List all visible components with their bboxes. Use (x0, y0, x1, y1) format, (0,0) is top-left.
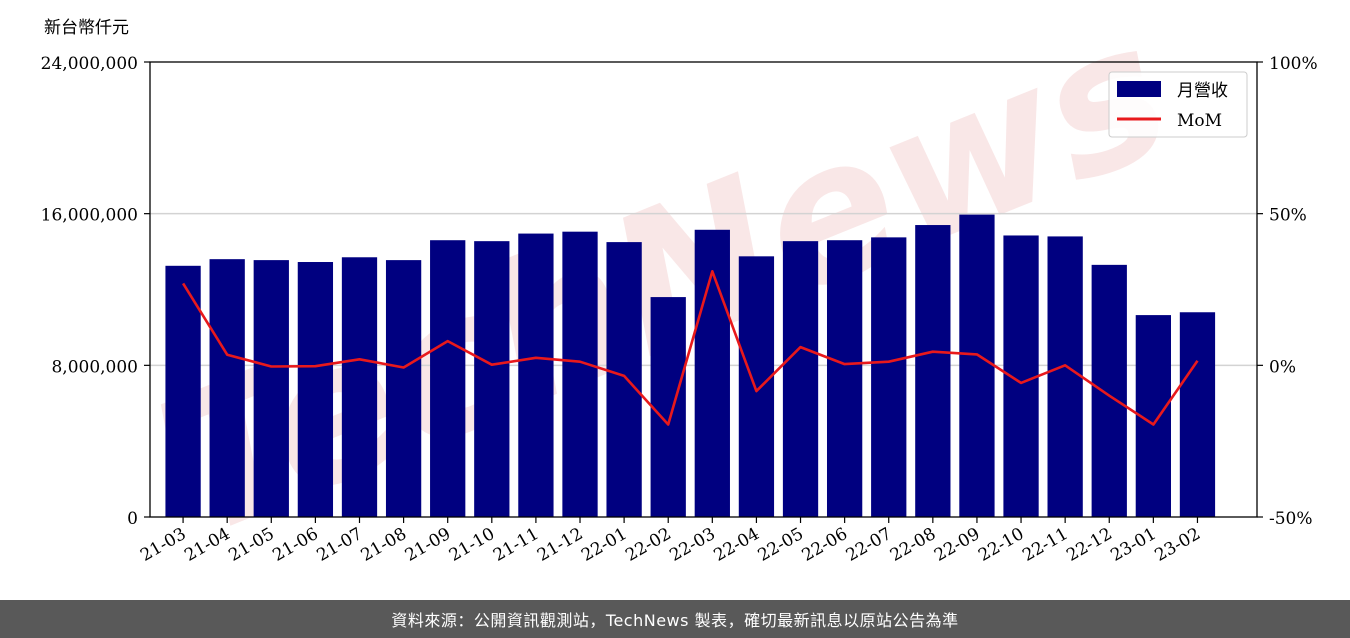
bar (474, 241, 510, 517)
y-left-tick-label: 16,000,000 (41, 206, 138, 226)
y-left-tick-label: 8,000,000 (51, 357, 138, 377)
x-tick-label: 22-02 (622, 524, 674, 566)
bar (209, 259, 245, 517)
mom-line (181, 269, 1199, 426)
x-tick-label: 21-11 (490, 524, 542, 566)
y-right-tick-label: 50% (1269, 206, 1307, 226)
x-tick-label: 22-04 (710, 524, 762, 566)
bar (1047, 236, 1083, 517)
legend-label: MoM (1177, 111, 1222, 131)
bar (1179, 312, 1216, 517)
bar (694, 229, 730, 517)
x-tick-label: 22-01 (578, 524, 630, 566)
chart: TechNews 08,000,00016,000,00024,000,000 … (41, 0, 1318, 580)
y-left-tick-label: 24,000,000 (41, 54, 138, 74)
right-axis-ticks: -50% 0% 50% 100% (1257, 54, 1318, 529)
left-axis-ticks: 0 8,000,000 16,000,000 24,000,000 (41, 54, 150, 529)
y-right-tick-label: 100% (1269, 54, 1318, 74)
bar (385, 260, 422, 517)
bar (738, 256, 775, 517)
x-tick-label: 22-09 (931, 524, 983, 566)
bar (782, 241, 819, 517)
x-tick-label: 22-06 (799, 524, 851, 566)
x-tick-label: 21-12 (534, 524, 586, 566)
x-tick-label: 23-01 (1107, 524, 1159, 566)
bar (430, 240, 466, 518)
bar (826, 240, 863, 518)
x-tick-label: 22-10 (975, 524, 1027, 566)
line-series (181, 269, 1199, 426)
footer: 資料來源：公開資訊觀測站，TechNews 製表，確切最新訊息以原站公告為準 (0, 600, 1350, 638)
x-tick-label: 21-09 (402, 524, 454, 566)
y-left-tick-label: 0 (127, 509, 138, 529)
legend-swatch-bar (1117, 81, 1161, 97)
bar (253, 260, 289, 517)
bar (341, 257, 378, 517)
bar (915, 225, 951, 517)
bar (1091, 264, 1127, 517)
axes (149, 61, 1258, 518)
legend: 月營收 MoM (1108, 71, 1248, 138)
bar-series (165, 214, 1216, 518)
y-right-tick-label: 0% (1269, 357, 1296, 377)
x-tick-label: 22-08 (887, 524, 939, 566)
x-tick-label: 22-12 (1063, 524, 1115, 566)
bar (959, 214, 995, 518)
x-tick-label: 23-02 (1152, 524, 1204, 566)
bar (518, 233, 554, 517)
x-tick-label: 21-10 (446, 524, 498, 566)
x-tick-label: 21-03 (137, 524, 189, 566)
bar (562, 231, 598, 518)
bar (297, 262, 334, 517)
bar (871, 237, 907, 518)
x-tick-label: 22-05 (755, 524, 807, 566)
x-tick-label: 22-07 (843, 524, 895, 566)
x-tick-label: 22-11 (1019, 524, 1071, 566)
bar (650, 297, 686, 517)
y-right-tick-label: -50% (1269, 509, 1313, 529)
bar (165, 265, 201, 517)
x-tick-label: 22-03 (666, 524, 718, 566)
unit-label: 新台幣仟元 (44, 18, 129, 38)
legend-label: 月營收 (1177, 81, 1228, 101)
footer-text: 資料來源：公開資訊觀測站，TechNews 製表，確切最新訊息以原站公告為準 (391, 611, 959, 630)
plot-frame (149, 61, 1258, 518)
bar (606, 242, 642, 517)
x-tick-label: 21-08 (358, 524, 410, 566)
